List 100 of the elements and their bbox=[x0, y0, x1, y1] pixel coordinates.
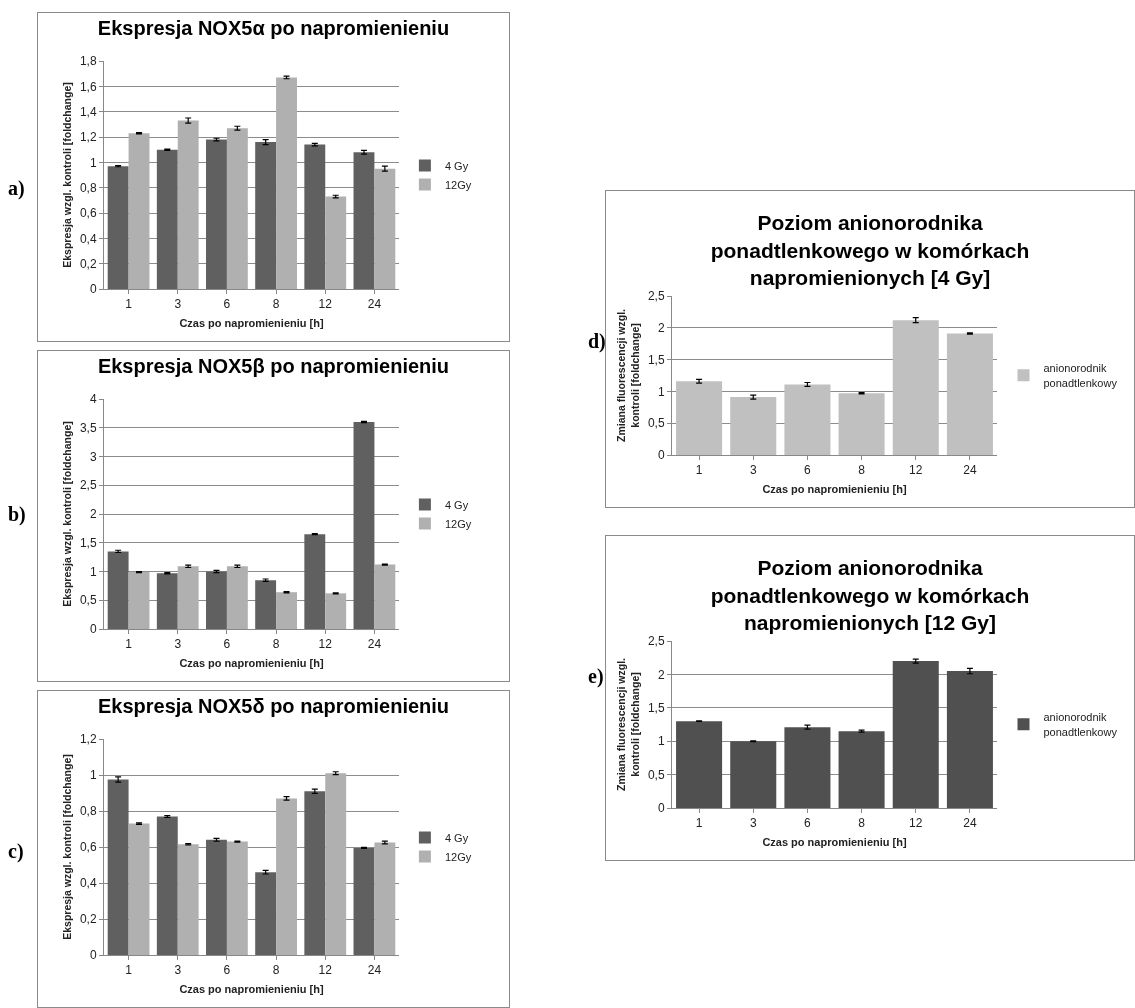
x-tick-label: 12 bbox=[318, 963, 333, 978]
bar bbox=[177, 120, 199, 289]
y-tick-label: 0,5 bbox=[647, 416, 665, 431]
x-axis-title: Czas po napromienieniu [h] bbox=[179, 316, 324, 329]
bar bbox=[128, 572, 150, 629]
x-tick-label: 1 bbox=[695, 816, 703, 831]
y-tick-label: 2,5 bbox=[79, 478, 97, 493]
bar bbox=[107, 779, 129, 955]
bar bbox=[676, 721, 723, 808]
y-axis-title: Ekspresja wzgl. kontroli [foldchange] bbox=[60, 421, 73, 607]
y-tick-label: 0,8 bbox=[79, 804, 97, 819]
y-tick-label: 3,5 bbox=[79, 420, 97, 435]
y-tick-label: 1,5 bbox=[79, 535, 97, 550]
y-tick-label: 0,5 bbox=[647, 767, 665, 782]
y-tick-label: 3 bbox=[89, 449, 97, 464]
bar bbox=[276, 77, 297, 289]
bar bbox=[156, 816, 178, 955]
y-tick-label: 1 bbox=[89, 155, 97, 170]
y-tick-label: 1,6 bbox=[79, 79, 97, 94]
y-tick-label: 1,2 bbox=[79, 130, 97, 145]
bar bbox=[206, 839, 227, 955]
x-tick-label: 6 bbox=[223, 297, 231, 312]
bar bbox=[325, 773, 347, 955]
bar bbox=[353, 152, 375, 289]
legend-label: 12Gy bbox=[444, 850, 472, 863]
bar bbox=[730, 741, 777, 808]
x-tick-label: 8 bbox=[272, 637, 280, 652]
y-tick-label: 1,5 bbox=[647, 701, 665, 715]
y-tick-label: 1,4 bbox=[79, 104, 97, 119]
legend-label: anionorodnik ponadtlenkowy bbox=[1043, 711, 1118, 738]
bar bbox=[838, 393, 885, 455]
bar bbox=[255, 580, 277, 629]
y-tick-label: 0 bbox=[657, 801, 665, 816]
x-tick-label: 3 bbox=[174, 963, 182, 978]
bar bbox=[276, 798, 297, 955]
bar bbox=[325, 593, 347, 629]
x-tick-label: 24 bbox=[367, 297, 382, 312]
bar bbox=[374, 842, 396, 955]
legend-label: 4 Gy bbox=[444, 831, 469, 844]
x-tick-label: 1 bbox=[695, 463, 703, 478]
y-tick-label: 1 bbox=[89, 768, 97, 783]
y-tick-label: 0,4 bbox=[79, 231, 97, 246]
bar bbox=[946, 333, 993, 455]
y-axis-title: Ekspresja wzgl. kontroli [foldchange] bbox=[60, 754, 73, 940]
y-tick-label: 0 bbox=[657, 448, 665, 463]
y-tick-label: 1 bbox=[657, 384, 665, 399]
y-tick-label: 1,2 bbox=[79, 732, 97, 747]
chart-title: Ekspresja NOX5α po napromienieniu bbox=[97, 17, 450, 39]
bar bbox=[128, 823, 150, 955]
y-tick-label: 0,8 bbox=[79, 180, 97, 195]
bar bbox=[177, 844, 199, 955]
bar bbox=[128, 133, 150, 289]
x-tick-label: 6 bbox=[223, 637, 231, 652]
text: c) bbox=[8, 840, 24, 863]
bar bbox=[226, 841, 248, 955]
bar bbox=[784, 384, 831, 455]
y-tick-label: 2 bbox=[657, 321, 665, 335]
bar bbox=[325, 196, 347, 289]
bar bbox=[255, 872, 277, 955]
bar bbox=[353, 422, 375, 629]
y-tick-label: 1,8 bbox=[79, 54, 97, 69]
y-tick-label: 1 bbox=[657, 734, 665, 749]
x-tick-label: 12 bbox=[318, 637, 333, 652]
bar bbox=[255, 142, 277, 289]
x-tick-label: 24 bbox=[367, 963, 382, 978]
x-tick-label: 6 bbox=[804, 463, 812, 478]
y-tick-label: 0,5 bbox=[79, 593, 97, 608]
legend-label: anionorodnik ponadtlenkowy bbox=[1043, 362, 1118, 389]
bar bbox=[304, 144, 326, 289]
y-tick-label: 0 bbox=[89, 282, 97, 297]
bar bbox=[784, 727, 831, 808]
x-tick-label: 8 bbox=[858, 816, 866, 831]
x-tick-label: 1 bbox=[125, 297, 133, 312]
x-tick-label: 3 bbox=[174, 637, 182, 652]
y-tick-label: 1,5 bbox=[647, 352, 665, 367]
bar bbox=[304, 791, 326, 955]
bar bbox=[304, 534, 326, 629]
legend-label: 4 Gy bbox=[444, 159, 469, 172]
x-axis-title: Czas po napromienieniu [h] bbox=[179, 656, 324, 669]
legend-label: 4 Gy bbox=[444, 498, 469, 511]
bar bbox=[206, 139, 227, 289]
bar bbox=[226, 128, 248, 289]
x-tick-label: 24 bbox=[963, 463, 977, 478]
x-tick-label: 1 bbox=[125, 963, 133, 978]
x-tick-label: 8 bbox=[858, 463, 866, 478]
bar bbox=[156, 149, 178, 289]
y-tick-label: 0 bbox=[89, 622, 97, 637]
x-tick-label: 8 bbox=[272, 297, 280, 312]
y-tick-label: 2,5 bbox=[647, 634, 665, 649]
x-tick-label: 8 bbox=[272, 963, 280, 978]
bar bbox=[676, 381, 723, 455]
x-axis-title: Czas po napromienieniu [h] bbox=[762, 835, 907, 848]
y-tick-label: 2,5 bbox=[647, 289, 665, 304]
y-tick-label: 0,2 bbox=[79, 912, 97, 927]
bar bbox=[838, 731, 885, 808]
bar bbox=[177, 566, 199, 629]
bar bbox=[107, 551, 129, 629]
x-tick-label: 1 bbox=[125, 637, 133, 652]
legend-label: 12Gy bbox=[444, 178, 472, 191]
bar bbox=[946, 671, 993, 808]
